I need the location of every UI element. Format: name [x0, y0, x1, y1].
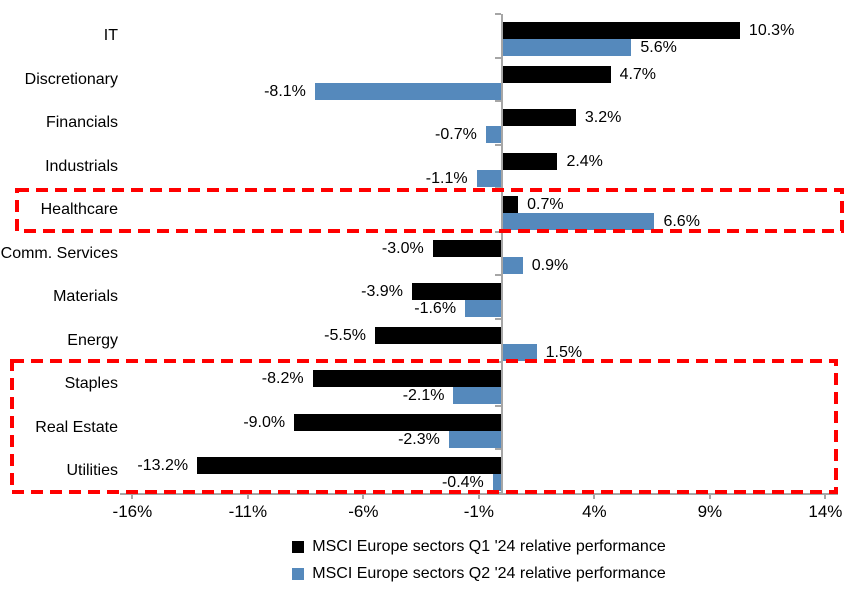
- value-label-q1-industrials: 2.4%: [566, 152, 603, 170]
- category-label-discretionary: Discretionary: [24, 70, 118, 88]
- legend-label-q1: MSCI Europe sectors Q1 '24 relative perf…: [312, 537, 666, 555]
- bar-q2-discretionary: [314, 82, 502, 100]
- bar-q1-it: [502, 22, 740, 39]
- bar-q2-real-estate: [448, 430, 502, 448]
- category-label-energy: Energy: [67, 331, 118, 349]
- value-label-q1-utilities: -13.2%: [137, 457, 189, 475]
- y-axis-tick: [495, 230, 501, 233]
- category-label-financials: Financials: [45, 114, 118, 132]
- bar-q1-staples: [312, 370, 502, 388]
- y-axis-tick: [495, 143, 501, 146]
- legend-swatch-q1-icon: [292, 540, 305, 553]
- bar-q2-materials: [465, 300, 502, 318]
- bar-q1-financials: [502, 109, 576, 127]
- legend-item-q1: MSCI Europe sectors Q1 '24 relative perf…: [120, 533, 838, 560]
- value-label-q1-discretionary: 4.7%: [619, 65, 657, 83]
- x-axis-tick-label: 14%: [808, 502, 843, 521]
- x-axis-tick-label: -6%: [348, 502, 379, 521]
- category-label-it: IT: [103, 27, 118, 44]
- y-axis-tick: [495, 317, 501, 320]
- legend-item-q2: MSCI Europe sectors Q2 '24 relative perf…: [120, 560, 838, 587]
- legend: MSCI Europe sectors Q1 '24 relative perf…: [120, 533, 838, 587]
- y-axis-line: [501, 14, 503, 493]
- x-axis-tick: [708, 493, 711, 499]
- bar-q1-comm-services: [432, 239, 502, 257]
- value-label-q1-staples: -8.2%: [261, 370, 304, 388]
- y-axis-tick: [495, 274, 501, 277]
- category-label-industrials: Industrials: [45, 157, 118, 175]
- y-axis-tick: [495, 187, 501, 190]
- value-label-q2-financials: -0.7%: [435, 126, 477, 144]
- value-label-q1-healthcare: 0.7%: [527, 196, 564, 214]
- value-label-q2-energy: 1.5%: [545, 343, 583, 361]
- bar-q2-comm-services: [502, 256, 523, 274]
- value-label-q2-staples: -2.1%: [402, 387, 445, 405]
- value-label-q2-industrials: -1.1%: [425, 169, 468, 187]
- value-label-q2-comm-services: 0.9%: [531, 256, 569, 274]
- x-axis-tick: [246, 493, 249, 499]
- highlight-box-1-healthcare: [15, 188, 844, 233]
- x-axis-tick-label: 4%: [582, 502, 607, 521]
- category-label-comm-services: Comm. Services: [0, 244, 118, 262]
- value-label-q2-it: 5.6%: [640, 39, 677, 56]
- value-label-q1-financials: 3.2%: [584, 109, 622, 127]
- y-axis-tick: [495, 361, 501, 364]
- bar-q1-real-estate: [294, 413, 502, 431]
- x-axis-tick: [477, 493, 480, 499]
- bar-q2-healthcare: [502, 213, 655, 231]
- bar-q1-healthcare: [502, 196, 519, 214]
- bar-q1-energy: [374, 326, 502, 344]
- value-label-q1-materials: -3.9%: [361, 283, 403, 301]
- value-label-q2-utilities: -0.4%: [441, 474, 484, 492]
- bar-q2-industrials: [476, 169, 502, 187]
- x-axis-tick-label: -1%: [463, 502, 494, 521]
- value-label-q1-real-estate: -9.0%: [243, 413, 286, 431]
- value-label-q2-real-estate: -2.3%: [398, 430, 440, 448]
- value-label-q1-energy: -5.5%: [324, 326, 366, 344]
- category-label-materials: Materials: [53, 288, 118, 306]
- x-axis-tick-label: -16%: [112, 502, 153, 521]
- bar-q2-financials: [485, 126, 502, 144]
- x-axis-tick-label: 9%: [697, 502, 723, 521]
- y-axis-tick: [495, 404, 501, 407]
- bar-q1-industrials: [502, 152, 558, 170]
- y-axis-tick: [495, 13, 501, 15]
- bar-q1-utilities: [197, 457, 502, 475]
- x-axis-tick: [824, 493, 827, 499]
- category-label-staples: Staples: [64, 375, 118, 393]
- x-axis-tick: [362, 493, 365, 499]
- bar-q1-materials: [411, 283, 502, 301]
- bar-q2-staples: [453, 387, 502, 405]
- value-label-q2-discretionary: -8.1%: [264, 82, 306, 100]
- bar-q1-discretionary: [502, 65, 611, 83]
- y-axis-tick: [495, 492, 501, 494]
- x-axis-tick-label: -11%: [228, 502, 268, 521]
- value-label-q1-comm-services: -3.0%: [381, 239, 424, 257]
- y-axis-tick: [495, 100, 501, 103]
- bar-q2-it: [502, 39, 632, 56]
- x-axis-tick: [593, 493, 596, 499]
- value-label-q2-healthcare: 6.6%: [663, 213, 700, 231]
- category-label-utilities: Utilities: [66, 462, 118, 480]
- y-axis-tick: [495, 56, 501, 59]
- category-label-real-estate: Real Estate: [35, 418, 118, 436]
- y-axis-tick: [495, 448, 501, 451]
- category-label-healthcare: Healthcare: [40, 201, 118, 219]
- value-label-q1-it: 10.3%: [748, 22, 795, 39]
- legend-swatch-q2-icon: [292, 567, 305, 580]
- value-label-q2-materials: -1.6%: [414, 300, 457, 318]
- x-axis-tick: [131, 493, 134, 499]
- bar-q2-energy: [502, 343, 537, 361]
- legend-label-q2: MSCI Europe sectors Q2 '24 relative perf…: [312, 564, 666, 582]
